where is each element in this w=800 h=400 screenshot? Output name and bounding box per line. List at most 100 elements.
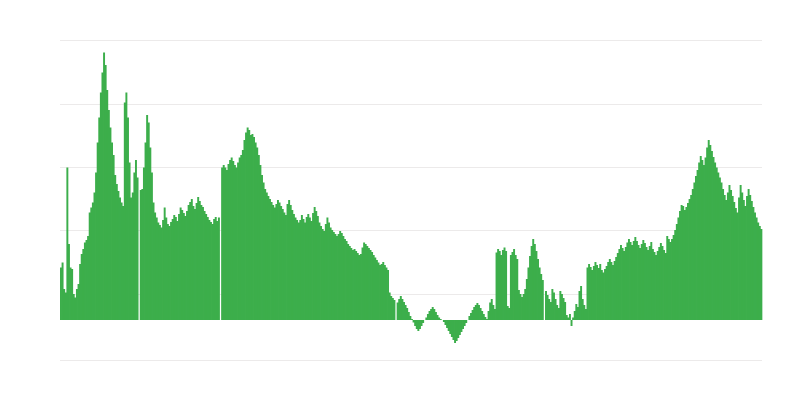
- bar: [508, 308, 511, 320]
- bar: [64, 292, 67, 320]
- bar: [217, 217, 220, 320]
- bar: [194, 209, 196, 320]
- bar: [109, 127, 112, 320]
- bar: [545, 291, 547, 320]
- bar: [458, 320, 461, 335]
- bar: [192, 206, 195, 320]
- bar: [313, 207, 316, 320]
- bar: [101, 72, 104, 320]
- bar: [225, 170, 228, 320]
- bar: [733, 202, 736, 320]
- bar: [63, 289, 66, 320]
- bar: [221, 167, 224, 320]
- bar: [299, 220, 302, 320]
- bar: [334, 234, 337, 320]
- bar: [642, 240, 645, 320]
- bar: [682, 206, 685, 320]
- bar: [535, 251, 538, 320]
- bar: [369, 250, 372, 320]
- bar: [305, 217, 308, 320]
- bar: [79, 264, 82, 320]
- bar: [302, 219, 305, 320]
- bar: [224, 167, 227, 320]
- bar: [594, 262, 597, 320]
- bar: [438, 317, 441, 320]
- bar: [629, 242, 632, 320]
- bar: [680, 205, 683, 320]
- bar: [342, 236, 345, 320]
- bar: [273, 207, 276, 320]
- bar: [190, 199, 193, 320]
- bar: [596, 265, 599, 320]
- bar: [160, 227, 163, 320]
- bar: [72, 294, 75, 320]
- bar: [674, 230, 677, 320]
- bar: [130, 197, 133, 320]
- bar: [125, 92, 128, 320]
- bar: [117, 191, 120, 320]
- bar: [730, 190, 733, 320]
- bar: [383, 265, 386, 320]
- bar: [485, 319, 488, 320]
- bar: [637, 245, 640, 320]
- bar: [264, 189, 267, 320]
- bar: [425, 317, 428, 320]
- bar: [533, 244, 536, 320]
- bar: [511, 252, 514, 320]
- bar: [154, 212, 157, 320]
- bar: [430, 309, 433, 320]
- bar: [519, 294, 522, 320]
- bar: [522, 294, 525, 320]
- bar: [195, 203, 198, 320]
- bar: [248, 130, 251, 320]
- bar: [216, 221, 219, 320]
- bar: [639, 248, 642, 320]
- bar: [93, 192, 96, 320]
- bar: [69, 267, 72, 320]
- bar: [672, 235, 675, 320]
- bar: [675, 224, 678, 320]
- bar: [734, 208, 737, 320]
- bar: [187, 205, 190, 320]
- bar: [283, 212, 286, 320]
- bar: [747, 189, 750, 320]
- bar: [669, 242, 672, 320]
- bar: [661, 246, 664, 320]
- bar: [141, 189, 144, 320]
- bar: [233, 165, 236, 320]
- bar: [446, 320, 449, 328]
- bar: [470, 313, 472, 320]
- bar: [99, 92, 102, 320]
- bar: [401, 299, 404, 320]
- bar: [144, 142, 147, 320]
- bar: [487, 311, 490, 320]
- bar: [685, 207, 688, 320]
- bar: [568, 314, 571, 320]
- bar: [296, 220, 299, 320]
- bar: [134, 160, 137, 320]
- bar: [123, 102, 126, 320]
- bar: [702, 165, 705, 320]
- bar: [149, 147, 152, 320]
- bar: [482, 314, 485, 320]
- bar: [615, 257, 618, 320]
- bar: [411, 319, 413, 320]
- bar: [474, 305, 477, 320]
- bar: [241, 150, 244, 320]
- bar: [265, 192, 268, 320]
- bar: [694, 176, 697, 320]
- bar: [556, 305, 559, 320]
- bar: [471, 310, 474, 320]
- bar: [304, 222, 307, 320]
- bar: [414, 320, 417, 326]
- bar: [87, 236, 90, 320]
- bar: [257, 155, 260, 320]
- bar: [415, 320, 418, 329]
- bar: [96, 142, 99, 320]
- bar: [549, 302, 552, 320]
- bar: [532, 239, 535, 320]
- bar: [146, 115, 149, 320]
- bar: [447, 320, 450, 331]
